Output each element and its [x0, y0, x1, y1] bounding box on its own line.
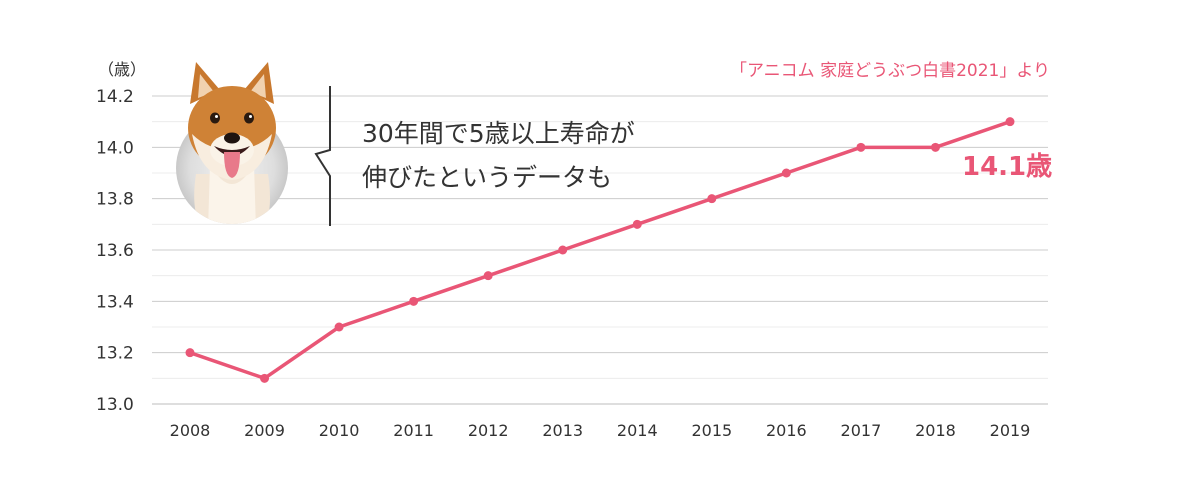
data-point-2009: [260, 373, 270, 383]
shiba-dog-icon: [176, 62, 288, 224]
y-axis-tick-labels: 13.0 13.2 13.4 13.6 13.8 14.0 14.2: [96, 87, 134, 415]
x-tick-label: 2012: [468, 421, 509, 440]
y-tick-label: 13.0: [96, 395, 134, 415]
x-tick-label: 2011: [393, 421, 434, 440]
x-axis-tick-labels: 2008 2009 2010 2011 2012 2013 2014 2015 2016 2017…: [170, 421, 1031, 440]
y-tick-label: 13.6: [96, 241, 134, 261]
data-point-2017: [856, 142, 866, 152]
callout-text: 30年間で5歳以上寿命が 伸びたというデータも: [362, 112, 635, 200]
x-tick-label: 2009: [244, 421, 285, 440]
x-tick-label: 2018: [915, 421, 956, 440]
y-tick-label: 14.0: [96, 138, 134, 158]
x-tick-label: 2017: [841, 421, 882, 440]
callout-bracket: [314, 86, 331, 226]
x-tick-label: 2010: [319, 421, 360, 440]
y-axis-unit: （歳）: [98, 60, 147, 79]
series-life-expectancy: [185, 117, 1015, 383]
x-tick-label: 2014: [617, 421, 658, 440]
data-point-2014: [632, 219, 642, 229]
data-point-2013: [558, 245, 568, 255]
y-tick-label: 13.2: [96, 344, 134, 364]
data-point-2010: [334, 322, 344, 332]
series-line: [188, 119, 1012, 381]
data-point-2016: [781, 168, 791, 178]
callout-line-2: 伸びたというデータも: [362, 163, 613, 192]
y-tick-label: 14.2: [96, 87, 134, 107]
data-point-2011: [409, 296, 419, 306]
source-note: 「アニコム 家庭どうぶつ白書2021」より: [730, 61, 1050, 81]
x-tick-label: 2008: [170, 421, 211, 440]
data-point-2012: [483, 271, 493, 281]
x-tick-label: 2015: [691, 421, 732, 440]
y-tick-label: 13.4: [96, 292, 134, 312]
data-point-2008: [185, 348, 195, 358]
end-value-label: 14.1歳: [962, 152, 1053, 182]
data-point-2019: [1005, 117, 1015, 127]
callout-line-1: 30年間で5歳以上寿命が: [362, 119, 635, 148]
x-tick-label: 2019: [990, 421, 1031, 440]
y-tick-label: 13.8: [96, 190, 134, 210]
data-point-2015: [707, 194, 717, 204]
data-point-2018: [930, 142, 940, 152]
x-tick-label: 2013: [542, 421, 583, 440]
x-tick-label: 2016: [766, 421, 807, 440]
